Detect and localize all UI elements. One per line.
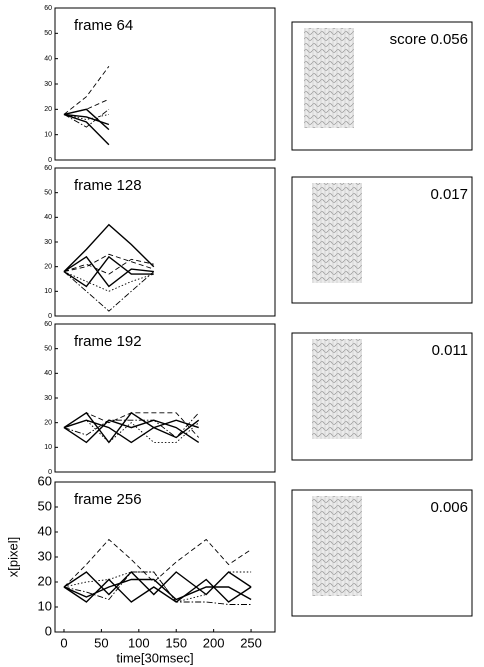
x-tick-label: 150 [165,635,187,650]
y-tick-label: 40 [38,523,52,538]
frame-image [312,183,362,283]
panel-title: frame 128 [74,177,142,194]
x-tick-label: 250 [240,635,262,650]
panel-title: frame 64 [74,17,133,34]
y-axis-label: x[pixel] [5,537,20,577]
y-tick-label: 30 [38,548,52,563]
y-tick-label: 20 [38,573,52,588]
y-tick-label: 10 [38,598,52,613]
trajectory-line [64,99,109,114]
y-tick-label: 0 [48,157,52,164]
y-tick-label: 20 [44,420,52,427]
trajectory-line [64,540,251,588]
y-tick-label: 60 [44,165,52,172]
x-tick-label: 100 [128,635,150,650]
x-tick-label: 50 [94,635,108,650]
y-tick-label: 30 [44,81,52,88]
y-tick-label: 20 [44,264,52,271]
x-axis-label: time[30msec] [116,650,193,665]
y-tick-label: 10 [44,288,52,295]
score-label: 0.017 [430,186,468,203]
y-tick-label: 0 [45,623,52,638]
trajectory-line [64,259,154,274]
y-tick-label: 50 [44,190,52,197]
trajectory-line [64,413,199,438]
y-tick-label: 40 [44,214,52,221]
panel-title: frame 256 [74,491,142,508]
y-tick-label: 50 [44,30,52,37]
y-tick-label: 60 [44,5,52,12]
y-tick-label: 60 [44,321,52,328]
y-tick-label: 60 [38,473,52,488]
panel-title: frame 192 [74,333,142,350]
frame-image [304,28,354,128]
trajectory-line [64,66,109,114]
frame-image [312,339,362,439]
score-label: 0.011 [432,342,468,359]
trajectory-line [64,420,199,442]
y-tick-label: 50 [44,346,52,353]
page: 0 10 20 30 40 50 60 frame 64 score 0.056 0 10 20 30 4… [0,0,484,667]
y-tick-label: 10 [44,444,52,451]
y-tick-label: 10 [44,132,52,139]
y-tick-label: 30 [44,395,52,402]
figure: 0 10 20 30 40 50 60 frame 64 score 0.056 0 10 20 30 4… [0,0,484,667]
y-tick-label: 0 [48,313,52,320]
score-label: score 0.056 [390,31,468,48]
trajectory-line [64,420,199,442]
x-tick-label: 0 [60,635,67,650]
trajectory-line [64,114,109,144]
y-tick-label: 40 [44,56,52,63]
score-label: 0.006 [430,499,468,516]
y-tick-label: 40 [44,370,52,377]
trajectory-line [64,420,199,442]
y-tick-label: 50 [38,498,52,513]
trajectory-line [64,413,199,438]
frame-image [312,496,362,596]
x-tick-label: 200 [203,635,225,650]
y-tick-label: 30 [44,239,52,246]
y-tick-label: 20 [44,106,52,113]
